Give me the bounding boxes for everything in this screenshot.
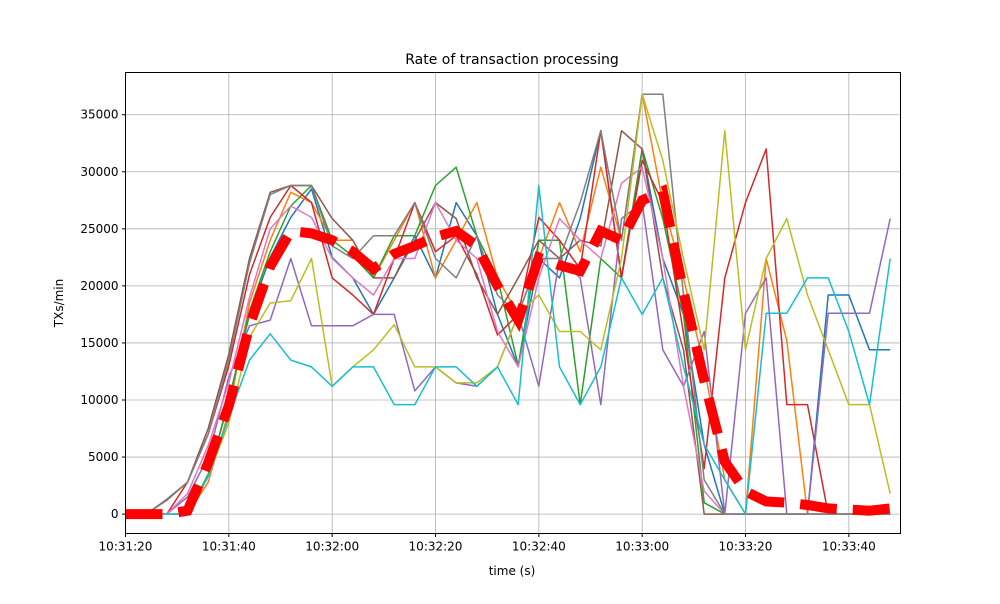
x-tick-label: 10:33:40 bbox=[822, 540, 876, 554]
plot-frame bbox=[125, 72, 901, 534]
series-lines bbox=[125, 93, 891, 520]
y-tick-label: 0 bbox=[111, 507, 119, 521]
chart-title: Rate of transaction processing bbox=[405, 52, 618, 68]
x-tick-label: 10:32:00 bbox=[305, 540, 359, 554]
y-tick-label: 20000 bbox=[80, 279, 118, 293]
y-tick-label: 15000 bbox=[80, 336, 118, 350]
x-tick-label: 10:31:20 bbox=[99, 540, 153, 554]
x-tick-label: 10:33:20 bbox=[719, 540, 773, 554]
y-ticks: 0 5000 10000 15000 20000 25000 30000 35000 bbox=[80, 108, 126, 521]
y-tick-label: 25000 bbox=[80, 222, 118, 236]
y-tick-label: 5000 bbox=[88, 450, 119, 464]
x-tick-label: 10:31:40 bbox=[202, 540, 256, 554]
series-line-3 bbox=[125, 148, 891, 515]
mean-dashed-line bbox=[125, 184, 891, 520]
y-tick-label: 30000 bbox=[80, 165, 118, 179]
y-tick-label: 10000 bbox=[80, 393, 118, 407]
x-axis-label: time (s) bbox=[489, 564, 536, 578]
y-tick-label: 35000 bbox=[80, 108, 118, 122]
series-line-9 bbox=[125, 93, 891, 515]
x-tick-label: 10:33:00 bbox=[615, 540, 669, 554]
y-axis-label: TXs/min bbox=[52, 279, 66, 328]
x-tick-label: 10:32:20 bbox=[409, 540, 463, 554]
series-line-4 bbox=[125, 129, 891, 515]
series-line-10 bbox=[125, 184, 891, 515]
x-ticks: 10:31:20 10:31:40 10:32:00 10:32:20 10:32:40… bbox=[99, 533, 876, 554]
x-tick-label: 10:32:40 bbox=[512, 540, 566, 554]
